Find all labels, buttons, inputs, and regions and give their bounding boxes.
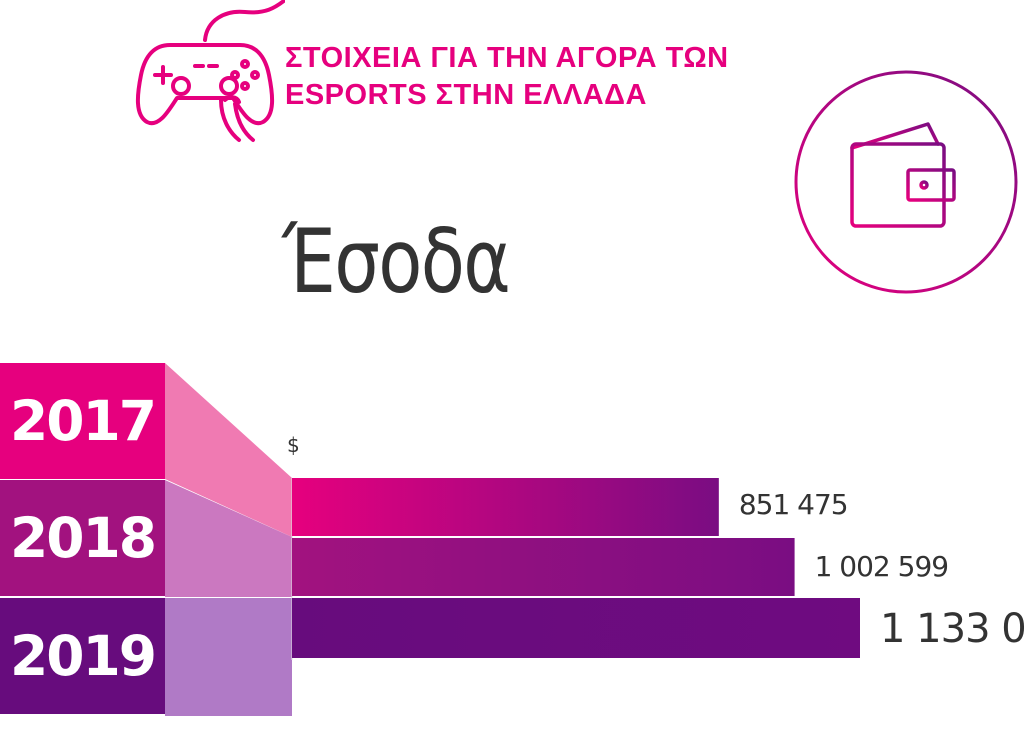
bar-2019 [292, 598, 860, 658]
header-line-2: ESPORTS ΣΤΗΝ ΕΛΛΑΔΑ [285, 79, 647, 111]
connector-2018 [165, 480, 292, 597]
chart-title: Έσοδα [282, 210, 511, 313]
year-label-2017: 2017 [0, 363, 165, 479]
year-label-2019: 2019 [0, 598, 165, 714]
wallet-icon [794, 70, 1018, 294]
header-title: ΣΤΟΙΧΕΙΑ ΓΙΑ ΤΗΝ ΑΓΟΡΑ ΤΩΝ ESPORTS ΣΤΗΝ … [285, 40, 729, 114]
header-line-1: ΣΤΟΙΧΕΙΑ ΓΙΑ ΤΗΝ ΑΓΟΡΑ ΤΩΝ [285, 42, 729, 74]
bar-2018 [292, 538, 795, 596]
value-label-2018: 1 002 599 [814, 550, 950, 583]
connector-2017 [165, 363, 292, 537]
gamepad-icon [135, 0, 285, 142]
bar-2017 [292, 478, 719, 536]
value-label-2017: 851 475 [738, 488, 849, 521]
connector-2019 [165, 598, 292, 716]
value-label-2019: 1 133 09 [880, 606, 1024, 652]
year-label-2018: 2018 [0, 480, 165, 596]
unit-label: $ [287, 433, 300, 457]
